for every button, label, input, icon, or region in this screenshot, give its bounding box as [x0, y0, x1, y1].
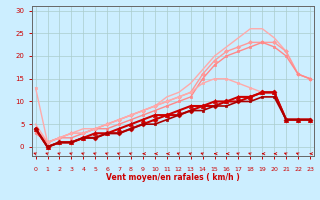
X-axis label: Vent moyen/en rafales ( km/h ): Vent moyen/en rafales ( km/h )	[106, 174, 240, 182]
